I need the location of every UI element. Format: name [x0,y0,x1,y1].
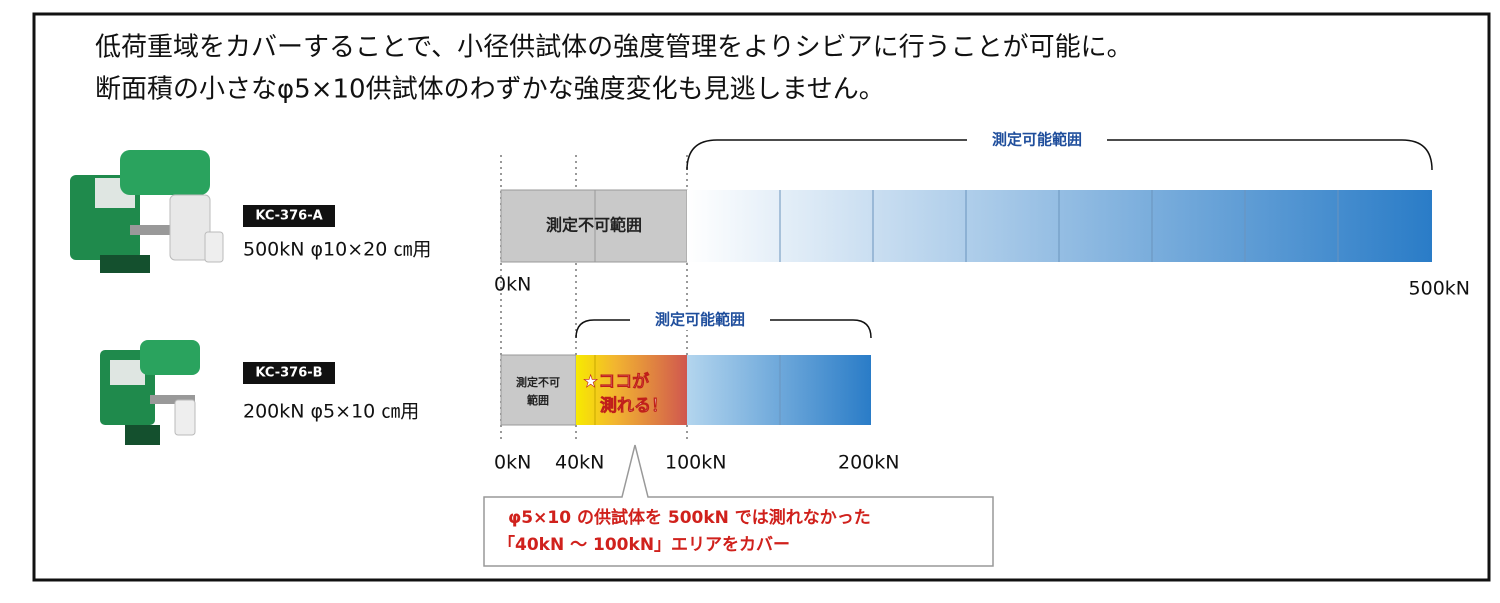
range-label: 測定可能範囲 [992,131,1082,149]
range-label: 測定可能範囲 [655,311,745,329]
axis-label: 0kN [494,274,531,296]
unmeasurable-label: 測定不可範囲 [546,216,642,235]
machine-a [70,150,224,273]
axis-label: 0kN [494,452,531,474]
frame [32,12,1491,582]
axis-label: 100kN [665,452,726,474]
unmeasurable-zone [500,354,577,426]
callout-text: φ5×10 の供試体を 500kN では測れなかった [508,507,871,528]
axis-label: 200kN [838,452,899,474]
unmeasurable-label: 測定不可 [516,375,560,389]
model-badge [243,205,335,227]
measurable-zone [687,355,871,425]
headline: 低荷重域をカバーすることで、小径供試体の強度管理をよりシビアに行うことが可能に。 [95,33,1133,63]
machine-b [100,340,200,445]
headline: 断面積の小さなφ5×10供試体のわずかな強度変化も見逃しません。 [95,75,885,105]
dividers [779,190,1339,262]
unmeasurable-label: 範囲 [527,393,549,407]
label-bg [630,310,770,330]
highlight-label: 測れる！ [600,395,668,416]
model-name: KC-376-A [255,209,322,224]
callout-text: 「40kN ～ 100kN」エリアをカバー [498,534,790,555]
model-badge [243,362,335,384]
model-name: KC-376-B [255,366,322,381]
callout-box [483,444,994,567]
axis-label: 500kN [1409,278,1470,300]
model-spec: 200kN φ5×10 ㎝用 [243,401,419,423]
unmeasurable-zone [500,189,688,263]
highlight-label: ★ココが [583,371,649,392]
model-spec: 500kN φ10×20 ㎝用 [243,239,431,261]
label-bg [967,130,1107,150]
axis-label: 40kN [555,452,604,474]
